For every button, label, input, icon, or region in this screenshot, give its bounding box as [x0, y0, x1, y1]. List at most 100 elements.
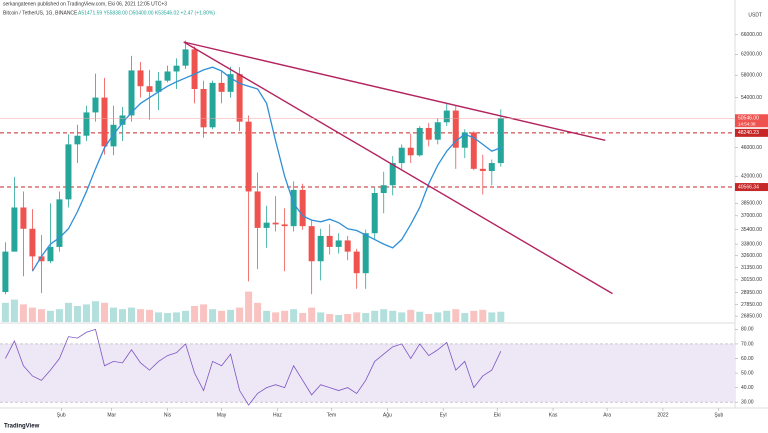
- volume-bar: [200, 304, 208, 322]
- candle-body: [74, 135, 81, 145]
- level-label: 48240.23: [738, 130, 759, 136]
- candle-body: [326, 235, 333, 247]
- y-tick-label: 66000.00: [741, 32, 762, 38]
- volume-bar: [272, 312, 280, 322]
- volume-bar: [28, 307, 36, 322]
- candle-body: [335, 240, 342, 247]
- rsi-tick-label: 50.00: [741, 370, 754, 376]
- volume-bar: [452, 309, 460, 322]
- volume-bar: [128, 307, 136, 322]
- volume-bar: [109, 307, 117, 322]
- candle-body: [101, 97, 108, 147]
- volume-bar: [100, 302, 108, 322]
- volume-bar: [227, 309, 235, 322]
- candle-body: [497, 118, 504, 164]
- y-tick-label: 27850.00: [741, 302, 762, 308]
- x-tick-label: May: [217, 412, 227, 418]
- candle-body: [272, 222, 279, 225]
- moving-average: [31, 66, 502, 272]
- last-price-label: 50546.00: [738, 116, 759, 122]
- y-tick-label: 42000.00: [741, 174, 762, 180]
- candle-body: [398, 147, 405, 164]
- candle-body: [119, 115, 126, 125]
- volume-bar: [137, 309, 145, 322]
- volume-bar: [425, 314, 433, 322]
- candle-body: [83, 112, 90, 136]
- volume-bar: [10, 299, 18, 322]
- currency: USDT: [748, 12, 762, 18]
- candle-body: [488, 163, 495, 172]
- volume-bar: [443, 310, 451, 322]
- candle-body: [128, 70, 135, 116]
- rsi-tick-label: 70.00: [741, 341, 754, 347]
- volume-bar: [461, 313, 469, 322]
- candle-body: [281, 224, 288, 227]
- candle-body: [434, 122, 441, 140]
- candle-body: [56, 199, 63, 247]
- x-tick-label: Haz: [273, 412, 282, 418]
- candle-body: [371, 193, 378, 234]
- level-label: 40566.34: [738, 184, 759, 190]
- trendline: [183, 41, 613, 295]
- volume-bar: [290, 309, 298, 322]
- volume-bar: [82, 304, 90, 322]
- candle-body: [290, 189, 297, 227]
- volume-bar: [73, 306, 81, 322]
- volume-bar: [1, 302, 9, 322]
- y-tick-label: 35400.00: [741, 227, 762, 233]
- level-label-box: [735, 183, 768, 192]
- y-tick-label: 26850.00: [741, 313, 762, 319]
- y-tick-label: 28950.00: [741, 290, 762, 296]
- candle-body: [254, 191, 261, 228]
- volume-bar: [434, 312, 442, 322]
- volume-bar: [380, 309, 388, 322]
- rsi-band: [0, 343, 735, 403]
- candle-body: [308, 226, 315, 262]
- volume-bar: [398, 312, 406, 322]
- candle-body: [47, 246, 54, 262]
- candle-body: [146, 86, 153, 92]
- y-tick-label: 32600.00: [741, 253, 762, 259]
- candle-body: [461, 132, 468, 148]
- x-tick-label: 2022: [657, 412, 668, 418]
- volume-bar: [281, 310, 289, 322]
- volume-bar: [335, 314, 343, 322]
- candle-body: [191, 49, 198, 90]
- x-tick-label: Ara: [603, 412, 611, 418]
- candle-body: [317, 235, 324, 262]
- volume-bar: [326, 314, 334, 322]
- candle-body: [155, 80, 162, 92]
- volume-bar: [389, 310, 397, 322]
- y-tick-label: 38500.00: [741, 201, 762, 207]
- y-tick-label: 33800.00: [741, 241, 762, 247]
- volume-bar: [55, 309, 63, 322]
- volume-bar: [164, 313, 172, 322]
- candle-body: [479, 168, 486, 172]
- rsi-tick-label: 80.00: [741, 327, 754, 333]
- x-tick-label: Tem: [327, 412, 336, 418]
- volume-bar: [371, 310, 379, 322]
- x-tick-label: Mar: [107, 412, 116, 418]
- volume-bar: [245, 291, 253, 322]
- candle-body: [236, 74, 243, 122]
- y-tick-label: 31350.00: [741, 265, 762, 271]
- rsi-tick-label: 60.00: [741, 356, 754, 362]
- publisher: serkangatenen published on TradingView.c…: [3, 1, 167, 7]
- candle-body: [110, 124, 117, 147]
- candle-body: [209, 82, 216, 128]
- volume-bar: [119, 309, 126, 322]
- candle-body: [389, 163, 396, 186]
- volume-bar: [308, 307, 316, 322]
- candle-body: [173, 65, 180, 72]
- candle-body: [362, 233, 369, 274]
- volume-bar: [344, 314, 352, 322]
- volume-bar: [173, 312, 181, 322]
- volume-bar: [254, 302, 262, 322]
- x-tick-label: Eyl: [440, 412, 447, 418]
- candle-body: [407, 147, 414, 156]
- candle-body: [38, 256, 45, 262]
- candle-body: [470, 132, 477, 169]
- candle-body: [299, 189, 306, 227]
- volume-bar: [470, 310, 478, 322]
- rsi-line: [5, 328, 502, 406]
